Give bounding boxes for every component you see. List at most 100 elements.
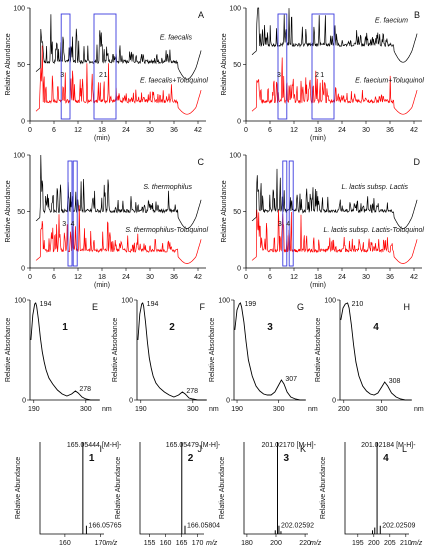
chart-H-ylabel: Relative Absorbance bbox=[315, 318, 322, 382]
chart-B-xtick-label: 24 bbox=[338, 127, 346, 134]
chart-C-xtick-label: 30 bbox=[146, 274, 154, 281]
chart-A-ytick-label: 0 bbox=[21, 119, 25, 126]
chart-D-ytick-label: 50 bbox=[233, 209, 241, 216]
chart-D-ytick-label: 0 bbox=[237, 266, 241, 273]
chart-H-axes bbox=[340, 300, 412, 400]
chart-B-ytick-label: 50 bbox=[233, 62, 241, 69]
chart-H-peak-label: 210 bbox=[352, 301, 364, 308]
chart-D-ylabel: Relative Abundance bbox=[221, 180, 228, 242]
chart-G-peak-label: 199 bbox=[244, 301, 256, 308]
chart-A-xtick-label: 6 bbox=[52, 127, 56, 134]
chart-J-ylabel: Relative Abundance bbox=[115, 457, 122, 519]
chart-H-ytick-label: 0 bbox=[332, 398, 336, 405]
chart-D-xtick-label: 30 bbox=[362, 274, 370, 281]
chart-B-series-1-caption: E. faecium+Toluquinol bbox=[355, 78, 424, 85]
chart-A-xtick-label: 30 bbox=[146, 127, 154, 134]
chart-J-axes bbox=[140, 442, 204, 534]
chart-D-xtick-label: 0 bbox=[244, 274, 248, 281]
chart-E-ytick-label: 0 bbox=[22, 398, 26, 405]
chart-L-compound-number: 4 bbox=[383, 453, 389, 464]
chart-H-xlabel: nm bbox=[414, 406, 424, 413]
chart-A-peak-label: 3 bbox=[60, 72, 64, 79]
chart-L-xlabel: m/z bbox=[411, 540, 423, 547]
chart-B-peak-label: 3 bbox=[277, 72, 281, 79]
chart-D-ytick-label: 100 bbox=[229, 153, 241, 160]
chart-I-peak-label: 165.05444 [M-H]- bbox=[67, 442, 122, 449]
chart-B-peak-label: 2 bbox=[315, 72, 319, 79]
chart-G-ylabel: Relative Absorbance bbox=[209, 318, 216, 382]
chart-D-peak-label: 4 bbox=[286, 221, 290, 228]
chart-C-peak-label: 4 bbox=[71, 221, 75, 228]
chart-C-xtick-label: 18 bbox=[98, 274, 106, 281]
chart-D-series-1-caption: L. lactis subsp. Lactis-Toluquinol bbox=[323, 227, 424, 234]
chart-C-xtick-label: 36 bbox=[170, 274, 178, 281]
chart-B-xlabel: (min) bbox=[310, 135, 326, 142]
chart-C-ylabel: Relative Abundance bbox=[5, 180, 12, 242]
chart-I-xlabel: m/z bbox=[106, 540, 118, 547]
chart-F-xtick-label: 190 bbox=[135, 406, 147, 413]
chart-A-xtick-label: 24 bbox=[122, 127, 130, 134]
chart-A-series-0-caption: E. faecalis bbox=[160, 35, 193, 42]
chart-C-xtick-label: 12 bbox=[74, 274, 82, 281]
chart-A-series-1-caption: E. faecalis+Toluquinol bbox=[140, 78, 208, 85]
chart-E-peak-label: 194 bbox=[40, 301, 52, 308]
chart-B-panel-label: B bbox=[414, 10, 420, 20]
chart-B-xtick-label: 0 bbox=[244, 127, 248, 134]
chart-I-peak-label: 166.05765 bbox=[88, 523, 121, 530]
chart-D-xtick-label: 36 bbox=[386, 274, 394, 281]
chart-K-xtick-label: 180 bbox=[241, 540, 253, 547]
chart-C-peak-label: 3 bbox=[62, 221, 66, 228]
chart-C-xlabel: (min) bbox=[94, 282, 110, 289]
chart-C-ytick-label: 0 bbox=[21, 266, 25, 273]
chart-B-xtick-label: 30 bbox=[362, 127, 370, 134]
chart-D-peak-label: 3 bbox=[278, 221, 282, 228]
chart-D-xtick-label: 18 bbox=[314, 274, 322, 281]
chart-H-spectrum-line bbox=[341, 303, 411, 400]
chart-K-peak-label: 202.02592 bbox=[281, 523, 314, 530]
chart-J-compound-number: 2 bbox=[188, 453, 194, 464]
chart-F-peak-label: 194 bbox=[147, 301, 159, 308]
chart-F-xtick-label: 300 bbox=[187, 406, 199, 413]
chart-G-axes bbox=[234, 300, 306, 400]
chart-J-xtick-label: 170 bbox=[192, 540, 204, 547]
chart-H-panel-label: H bbox=[404, 302, 411, 312]
chart-K-xlabel: m/z bbox=[310, 540, 322, 547]
chart-E-axes bbox=[30, 300, 100, 400]
chart-C-series-1-line bbox=[36, 205, 201, 263]
chart-C-xtick-label: 6 bbox=[52, 274, 56, 281]
chart-E-compound-number: 1 bbox=[62, 322, 68, 333]
chart-B-xtick-label: 42 bbox=[410, 127, 418, 134]
chart-C-xtick-label: 0 bbox=[28, 274, 32, 281]
chart-A-axes bbox=[30, 8, 206, 121]
chart-I-compound-number: 1 bbox=[89, 453, 95, 464]
chart-J-xtick-label: 160 bbox=[160, 540, 172, 547]
chart-E-xtick-label: 300 bbox=[80, 406, 92, 413]
chart-D-series-1-line bbox=[252, 210, 417, 264]
chart-K-xtick-label: 200 bbox=[270, 540, 282, 547]
chart-B-series-1-line bbox=[252, 58, 417, 115]
chart-K-peak-label: 201.02170 [M-H]- bbox=[261, 442, 316, 449]
chart-E-ytick-label: 100 bbox=[14, 298, 26, 305]
chart-A-ytick-label: 100 bbox=[13, 6, 25, 13]
chart-A-xlabel: (min) bbox=[94, 135, 110, 142]
chart-B-ytick-label: 100 bbox=[229, 6, 241, 13]
chart-E-peak-label: 278 bbox=[79, 386, 91, 393]
chart-F-ytick-label: 0 bbox=[129, 398, 133, 405]
chart-H-compound-number: 4 bbox=[373, 322, 379, 333]
chart-A-peak-label: 2 bbox=[99, 72, 103, 79]
chart-G-xtick-label: 300 bbox=[273, 406, 285, 413]
chart-D-xtick-label: 24 bbox=[338, 274, 346, 281]
chart-K-ylabel: Relative Abundance bbox=[219, 457, 226, 519]
chart-F-axes bbox=[137, 300, 207, 400]
chart-H-xtick-label: 200 bbox=[338, 406, 350, 413]
chart-J-xtick-label: 165 bbox=[176, 540, 188, 547]
chart-I-ylabel: Relative Abundance bbox=[15, 457, 22, 519]
chart-L-peak-label: 202.02509 bbox=[382, 523, 415, 530]
chart-J-peak-label: 166.05804 bbox=[187, 523, 220, 530]
chart-A-ylabel: Relative Abundance bbox=[5, 33, 12, 95]
chart-C-series-0-caption: S. thermophilus bbox=[143, 184, 192, 191]
chart-B-xtick-label: 12 bbox=[290, 127, 298, 134]
chart-B-xtick-label: 18 bbox=[314, 127, 322, 134]
chart-E-xlabel: nm bbox=[102, 406, 112, 413]
